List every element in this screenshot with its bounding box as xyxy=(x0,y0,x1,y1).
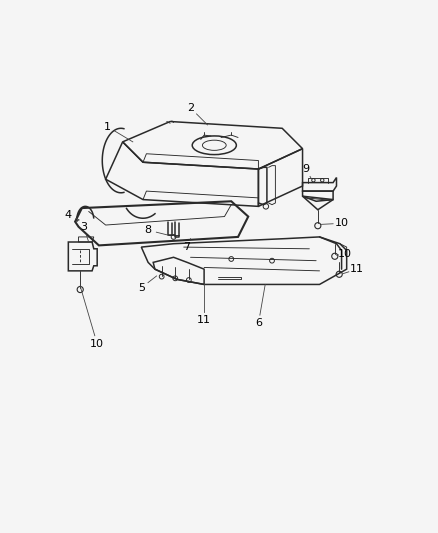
Text: 11: 11 xyxy=(197,315,211,325)
Text: 4: 4 xyxy=(65,210,72,220)
Text: 5: 5 xyxy=(138,283,145,293)
Text: 6: 6 xyxy=(255,319,262,328)
Text: 1: 1 xyxy=(104,122,111,132)
Text: 10: 10 xyxy=(335,219,349,228)
Text: 10: 10 xyxy=(90,339,104,349)
Text: 11: 11 xyxy=(350,264,364,274)
Text: 7: 7 xyxy=(184,242,191,252)
Text: 10: 10 xyxy=(338,249,352,259)
Text: 2: 2 xyxy=(187,103,194,113)
Text: 9: 9 xyxy=(302,164,310,174)
Text: 8: 8 xyxy=(145,225,152,235)
Text: 3: 3 xyxy=(80,222,87,232)
